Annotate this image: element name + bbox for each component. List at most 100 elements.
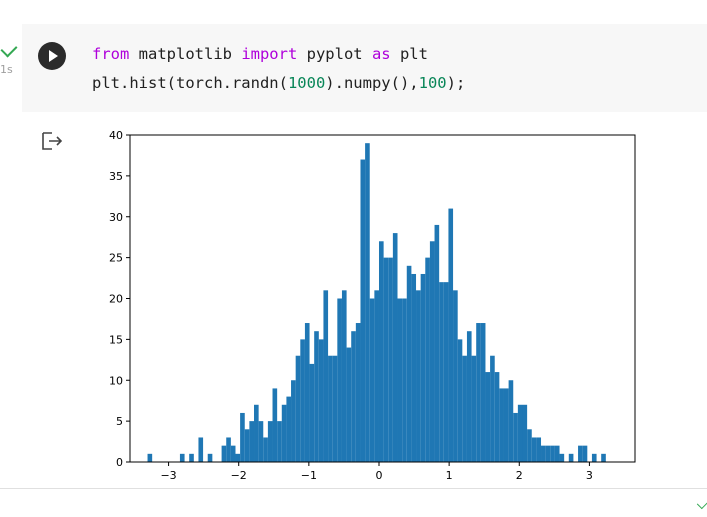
histogram-bar bbox=[397, 298, 403, 462]
histogram-bar bbox=[443, 282, 449, 462]
histogram-bar bbox=[545, 445, 551, 462]
histogram-bar bbox=[332, 355, 338, 462]
histogram-bar bbox=[328, 355, 333, 462]
histogram-bar bbox=[568, 453, 574, 462]
histogram-bar bbox=[531, 437, 537, 462]
histogram-bar bbox=[429, 241, 435, 462]
histogram-bar bbox=[318, 339, 324, 462]
histogram-bar bbox=[559, 453, 565, 462]
y-tick-label: 40 bbox=[109, 129, 123, 142]
histogram-bar bbox=[207, 453, 213, 462]
histogram-bar bbox=[240, 412, 245, 462]
histogram-bar bbox=[281, 404, 287, 462]
histogram-bar bbox=[448, 208, 454, 462]
code-keyword: from bbox=[92, 45, 130, 63]
histogram-bar bbox=[179, 453, 185, 462]
histogram-bar bbox=[508, 380, 514, 462]
histogram-bar bbox=[383, 257, 389, 462]
status-check-icon bbox=[0, 40, 18, 58]
histogram-bar bbox=[277, 421, 282, 462]
code-line: plt.hist(torch.randn(1000).numpy(),100); bbox=[92, 69, 465, 98]
histogram-bar bbox=[480, 323, 486, 462]
code-keyword: as bbox=[371, 45, 391, 63]
output-toggle-icon[interactable] bbox=[42, 132, 64, 150]
y-tick-label: 30 bbox=[109, 211, 123, 224]
histogram-bar bbox=[457, 339, 463, 462]
histogram-bar bbox=[355, 323, 361, 462]
y-tick-label: 20 bbox=[109, 293, 123, 306]
histogram-plot: 0 5 10 15 20 25 30 35 40 −3 −2 −1 0 1 2 3 bbox=[109, 129, 636, 482]
code-text: pyplot bbox=[297, 45, 372, 63]
histogram-bar bbox=[406, 265, 412, 462]
histogram-bar bbox=[226, 437, 231, 462]
histogram-bar bbox=[388, 257, 393, 462]
histogram-bar bbox=[601, 453, 606, 462]
histogram-bar bbox=[309, 363, 315, 462]
y-tick-label: 10 bbox=[109, 374, 123, 387]
histogram-bar bbox=[346, 347, 352, 462]
y-tick-label: 35 bbox=[109, 170, 123, 183]
histogram-bar bbox=[198, 437, 204, 462]
histogram-bar bbox=[323, 290, 329, 462]
x-tick-label: 0 bbox=[375, 469, 382, 482]
histogram-bar bbox=[249, 421, 255, 462]
histogram-bar bbox=[513, 412, 518, 462]
histogram-bar bbox=[591, 453, 597, 462]
histogram-bar bbox=[402, 298, 407, 462]
code-text: matplotlib bbox=[129, 45, 242, 63]
histogram-bar bbox=[341, 290, 347, 462]
histogram-bar bbox=[360, 159, 366, 462]
y-tick-label: 5 bbox=[116, 415, 123, 428]
histogram-bar bbox=[374, 290, 379, 462]
histogram-bar bbox=[272, 388, 278, 462]
histogram-bar bbox=[536, 437, 542, 462]
histogram-bar bbox=[550, 445, 555, 462]
code-text: plt bbox=[390, 45, 428, 63]
histogram-bar bbox=[517, 404, 523, 462]
code-text: ).numpy(), bbox=[325, 74, 419, 92]
status-check-icon bbox=[696, 497, 707, 510]
code-editor[interactable]: from matplotlib import pyplot as plt plt.… bbox=[92, 40, 465, 98]
histogram-bar bbox=[462, 355, 467, 462]
cell-divider bbox=[0, 488, 707, 489]
histogram-bar bbox=[365, 143, 370, 463]
run-cell-button[interactable] bbox=[38, 42, 66, 70]
histogram-bar bbox=[503, 388, 509, 462]
code-number: 100 bbox=[418, 74, 447, 92]
histogram-bar bbox=[378, 241, 384, 462]
histogram-bar bbox=[578, 445, 583, 462]
code-keyword: import bbox=[241, 45, 298, 63]
histogram-bar bbox=[453, 290, 458, 462]
y-tick-label: 0 bbox=[116, 456, 123, 469]
histogram-bar bbox=[230, 445, 236, 462]
histogram-bar bbox=[258, 421, 264, 462]
histogram-bar bbox=[235, 453, 241, 462]
x-tick-label: 2 bbox=[516, 469, 523, 482]
histogram-bar bbox=[254, 404, 259, 462]
histogram-bar bbox=[494, 372, 500, 462]
x-tick-label: −1 bbox=[301, 469, 317, 482]
histogram-bar bbox=[471, 355, 477, 462]
play-icon bbox=[49, 50, 58, 62]
code-text: ); bbox=[446, 74, 466, 92]
histogram-bar bbox=[490, 355, 495, 462]
histogram-bar bbox=[304, 323, 310, 462]
histogram-bar bbox=[392, 233, 398, 462]
histogram-bar bbox=[351, 331, 356, 462]
histogram-bar bbox=[286, 396, 292, 462]
histogram-bar bbox=[554, 445, 560, 462]
histogram-bar bbox=[527, 429, 532, 462]
x-tick-label: −3 bbox=[160, 469, 176, 482]
histogram-bar bbox=[244, 429, 250, 462]
y-tick-label: 15 bbox=[109, 333, 123, 346]
code-line: from matplotlib import pyplot as plt bbox=[92, 40, 465, 69]
histogram-bar bbox=[300, 339, 305, 462]
histogram-bar bbox=[147, 453, 153, 462]
histogram-bar bbox=[582, 445, 588, 462]
histogram-bar bbox=[439, 282, 444, 462]
histogram-bar bbox=[189, 453, 194, 462]
histogram-bar bbox=[522, 404, 528, 462]
code-cell[interactable] bbox=[22, 24, 707, 112]
code-text: plt.hist(torch.randn( bbox=[92, 74, 288, 92]
histogram-bar bbox=[263, 437, 268, 462]
